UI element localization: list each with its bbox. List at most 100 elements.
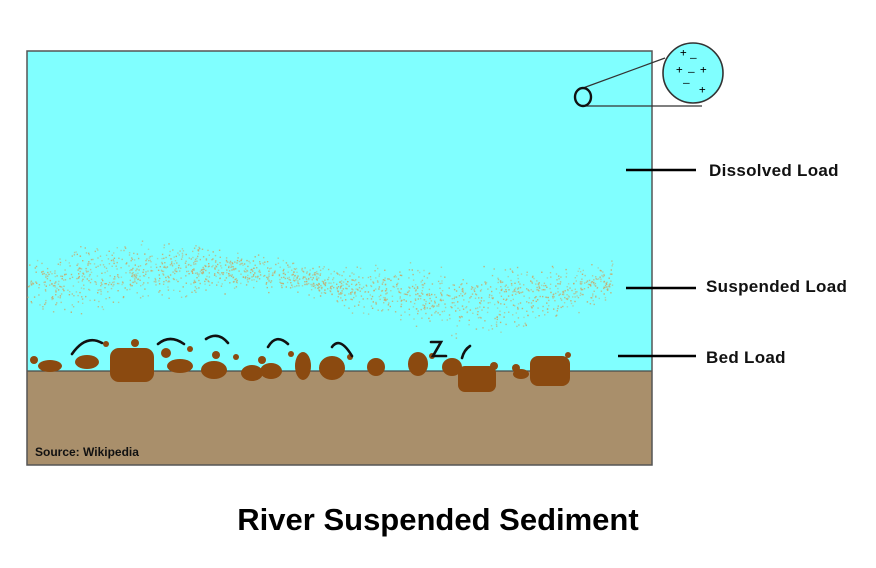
suspended-particle — [158, 274, 160, 276]
suspended-particle — [100, 282, 102, 284]
suspended-particle — [507, 286, 509, 288]
suspended-particle — [77, 263, 79, 265]
water-body — [27, 51, 652, 371]
suspended-particle — [446, 319, 448, 321]
suspended-particle — [79, 255, 82, 257]
suspended-particle — [496, 316, 498, 318]
suspended-particle — [185, 282, 187, 284]
suspended-particle — [112, 301, 115, 303]
suspended-particle — [296, 276, 298, 279]
suspended-particle — [239, 263, 241, 266]
suspended-particle — [340, 280, 343, 282]
suspended-particle — [220, 265, 222, 267]
suspended-particle — [65, 273, 67, 275]
suspended-particle — [386, 298, 388, 301]
suspended-particle — [162, 273, 164, 275]
suspended-particle — [249, 262, 251, 264]
suspended-particle — [562, 293, 565, 296]
suspended-particle — [412, 273, 414, 276]
suspended-particle — [30, 301, 32, 303]
suspended-particle — [500, 295, 503, 297]
suspended-particle — [369, 294, 371, 296]
suspended-particle — [337, 296, 339, 298]
suspended-particle — [99, 289, 101, 291]
suspended-particle — [168, 281, 171, 283]
suspended-particle — [364, 291, 367, 293]
suspended-particle — [537, 283, 539, 285]
suspended-particle — [329, 290, 331, 292]
suspended-particle — [606, 286, 609, 288]
suspended-particle — [492, 297, 494, 300]
suspended-particle — [196, 257, 198, 259]
suspended-particle — [292, 279, 295, 281]
suspended-particle — [87, 270, 89, 273]
suspended-particle — [501, 281, 504, 283]
suspended-particle — [267, 277, 270, 279]
suspended-particle — [259, 263, 261, 265]
suspended-particle — [485, 283, 487, 285]
suspended-particle — [165, 256, 167, 259]
suspended-particle — [101, 283, 103, 286]
suspended-particle — [280, 276, 283, 279]
suspended-particle — [204, 280, 206, 283]
suspended-particle — [417, 312, 419, 315]
suspended-particle — [405, 293, 407, 295]
suspended-particle — [565, 268, 567, 271]
suspended-particle — [30, 283, 32, 285]
suspended-particle — [455, 310, 457, 312]
suspended-particle — [330, 288, 332, 290]
suspended-particle — [258, 278, 261, 280]
suspended-particle — [363, 306, 365, 308]
suspended-particle — [440, 275, 442, 278]
suspended-particle — [581, 281, 583, 283]
suspended-particle — [224, 279, 226, 281]
suspended-particle — [442, 299, 444, 301]
suspended-particle — [606, 281, 608, 284]
suspended-particle — [415, 293, 417, 296]
suspended-particle — [38, 294, 40, 296]
suspended-particle — [355, 288, 357, 290]
suspended-particle — [233, 287, 236, 289]
suspended-particle — [516, 291, 518, 293]
suspended-particle — [208, 281, 210, 283]
suspended-particle — [294, 274, 296, 277]
suspended-particle — [118, 282, 120, 285]
suspended-particle — [514, 282, 516, 284]
suspended-particle — [130, 269, 132, 271]
suspended-particle — [59, 297, 61, 299]
suspended-particle — [324, 284, 327, 287]
suspended-particle — [221, 272, 223, 274]
suspended-particle — [150, 266, 152, 268]
suspended-particle — [124, 247, 127, 249]
suspended-particle — [246, 259, 248, 262]
suspended-particle — [420, 295, 422, 297]
suspended-particle — [489, 286, 492, 288]
suspended-particle — [117, 290, 119, 292]
suspended-particle — [231, 262, 234, 265]
suspended-particle — [389, 305, 391, 308]
suspended-particle — [195, 245, 197, 247]
suspended-particle — [463, 299, 465, 301]
suspended-particle — [266, 286, 268, 289]
suspended-particle — [292, 262, 295, 264]
suspended-particle — [275, 263, 277, 266]
suspended-particle — [444, 306, 447, 309]
suspended-particle — [222, 273, 224, 276]
suspended-particle — [308, 282, 310, 285]
suspended-particle — [567, 288, 569, 291]
suspended-particle — [321, 286, 323, 289]
suspended-particle — [149, 259, 151, 262]
suspended-particle — [584, 282, 586, 284]
suspended-particle — [205, 269, 207, 272]
suspended-particle — [56, 287, 58, 289]
suspended-particle — [60, 286, 62, 288]
suspended-particle — [318, 266, 321, 268]
suspended-particle — [226, 269, 228, 271]
suspended-particle — [69, 277, 71, 280]
suspended-particle — [558, 278, 560, 280]
suspended-particle — [233, 269, 235, 271]
suspended-particle — [112, 281, 114, 284]
suspended-particle — [197, 275, 200, 277]
suspended-particle — [268, 275, 270, 277]
suspended-particle — [319, 273, 322, 275]
